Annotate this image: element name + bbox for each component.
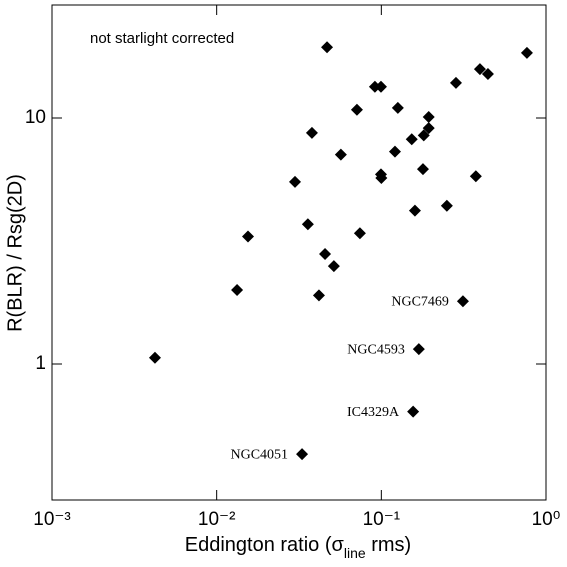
x-tick-label: 10⁻³: [33, 509, 71, 530]
data-point: [412, 343, 425, 356]
data-point: [353, 227, 366, 240]
data-point: [391, 101, 404, 114]
y-tick-label: 10: [25, 107, 46, 128]
point-label: NGC4051: [230, 447, 288, 462]
data-point: [469, 170, 482, 183]
annotation: not starlight corrected: [90, 30, 234, 47]
x-axis-label-part: Eddington ratio (σ: [185, 534, 345, 556]
data-point: [321, 41, 334, 54]
data-point: [388, 145, 401, 158]
data-point: [473, 63, 486, 76]
x-tick-label: 10⁰: [532, 509, 561, 530]
x-tick-label: 10⁻¹: [363, 509, 401, 530]
data-point: [231, 283, 244, 296]
point-label: IC4329A: [347, 405, 400, 420]
x-tick-label: 10⁻²: [198, 509, 236, 530]
data-point: [296, 448, 309, 461]
data-point: [407, 405, 420, 418]
data-point: [520, 46, 533, 59]
data-point: [350, 103, 363, 116]
data-point: [449, 76, 462, 89]
data-point: [440, 199, 453, 212]
data-point: [242, 230, 255, 243]
data-point: [417, 129, 430, 142]
data-point: [456, 295, 469, 308]
x-axis-label: Eddington ratio (σline rms): [185, 534, 411, 560]
data-point: [305, 126, 318, 139]
data-point: [408, 204, 421, 217]
data-point: [319, 248, 332, 261]
data-point: [422, 122, 435, 135]
data-point: [301, 218, 314, 231]
x-axis-label-sub: line: [344, 545, 366, 561]
y-tick-label: 1: [35, 353, 46, 374]
data-point: [405, 133, 418, 146]
data-point: [312, 289, 325, 302]
data-point: [368, 80, 381, 93]
point-label: NGC4593: [347, 342, 405, 357]
data-point: [374, 80, 387, 93]
plot-frame: [51, 4, 547, 501]
y-axis-label: R(BLR) / Rsg(2D): [4, 174, 26, 332]
data-point: [148, 351, 161, 364]
point-label: NGC7469: [391, 294, 449, 309]
data-point: [288, 175, 301, 188]
data-point: [327, 260, 340, 273]
data-point: [416, 163, 429, 176]
data-point: [334, 148, 347, 161]
data-point: [422, 110, 435, 123]
x-axis-label-part: rms): [366, 534, 412, 556]
data-point: [481, 67, 494, 80]
data-point: [375, 172, 388, 185]
